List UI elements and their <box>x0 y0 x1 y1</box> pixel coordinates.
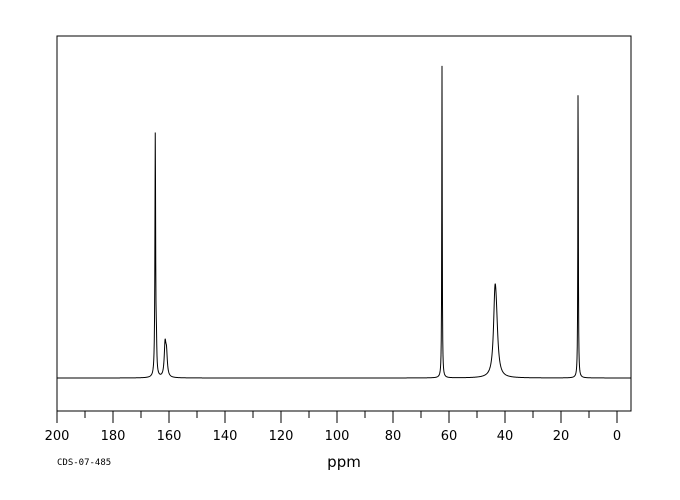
x-tick-label: 60 <box>441 429 458 444</box>
x-tick-label: 100 <box>325 429 350 444</box>
x-tick-label: 200 <box>45 429 70 444</box>
x-tick-label: 180 <box>101 429 126 444</box>
x-tick-label: 160 <box>157 429 182 444</box>
x-axis-label: ppm <box>327 453 361 471</box>
x-tick-label: 120 <box>269 429 294 444</box>
x-tick-label: 80 <box>385 429 402 444</box>
sample-code-label: CDS-07-485 <box>57 458 111 468</box>
x-tick-label: 40 <box>497 429 514 444</box>
x-tick-label: 20 <box>553 429 570 444</box>
x-axis-ticks <box>56 411 618 423</box>
x-axis-tick-labels: 200 180 160 140 120 100 80 60 40 20 0 <box>45 429 622 444</box>
spectrum-line <box>57 65 631 379</box>
plot-frame <box>56 35 632 412</box>
x-tick-label: 0 <box>613 429 621 444</box>
x-tick-label: 140 <box>213 429 238 444</box>
